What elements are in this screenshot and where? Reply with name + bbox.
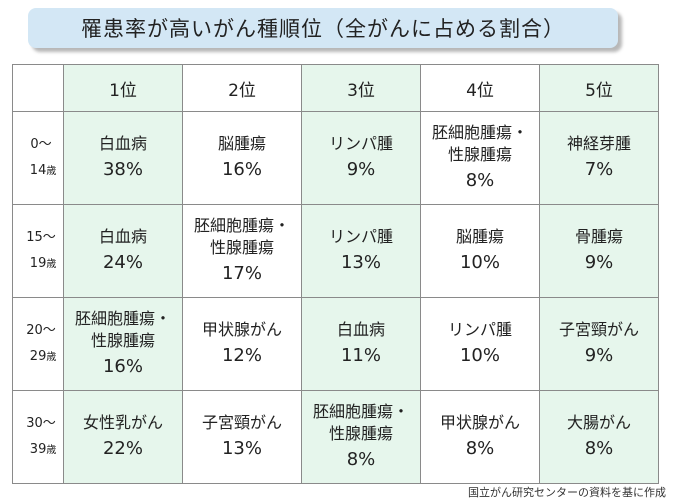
table-cell: 女性乳がん 22%	[63, 390, 183, 484]
age-to: 19	[29, 255, 47, 271]
cancer-name: 甲状腺がん	[201, 320, 282, 339]
age-from: 20～	[26, 322, 56, 338]
table-cell: 胚細胞腫瘍・ 性腺腫瘍 8%	[301, 390, 421, 484]
table-cell: 甲状腺がん 12%	[182, 297, 302, 391]
column-header-rank-5: 5位	[539, 64, 659, 112]
column-header-rank-3: 3位	[301, 64, 421, 112]
cancer-name: 甲状腺がん	[439, 413, 520, 432]
table-cell: 甲状腺がん 8%	[420, 390, 540, 484]
cancer-percentage: 8%	[465, 438, 495, 459]
age-unit: 歳	[46, 165, 57, 177]
cancer-percentage: 12%	[221, 345, 262, 366]
table-row: 20～ 29歳 胚細胞腫瘍・ 性腺腫瘍 16% 甲状腺がん 12% 白血病 11% リ…	[12, 297, 659, 391]
cancer-name: 白血病	[98, 134, 147, 153]
ranking-table: 1位 2位 3位 4位 5位 0～ 14歳 白血病 38% 脳腫瘍 16% リンパ腫…	[12, 64, 659, 484]
table-cell: 白血病 24%	[63, 204, 183, 298]
cancer-name: 神経芽腫	[566, 134, 631, 153]
cancer-percentage: 38%	[102, 159, 143, 180]
column-header-rank-1: 1位	[63, 64, 183, 112]
table-cell: 脳腫瘍 10%	[420, 204, 540, 298]
table-cell: 大腸がん 8%	[539, 390, 659, 484]
cancer-percentage: 16%	[102, 356, 143, 377]
cancer-name: 胚細胞腫瘍・ 性腺腫瘍	[193, 216, 290, 257]
cancer-name: 胚細胞腫瘍・ 性腺腫瘍	[312, 402, 409, 443]
cancer-percentage: 8%	[346, 449, 376, 470]
cancer-name: 子宮頸がん	[558, 320, 639, 339]
cancer-percentage: 24%	[102, 252, 143, 273]
table-cell: 神経芽腫 7%	[539, 111, 659, 205]
cancer-percentage: 8%	[584, 438, 614, 459]
cancer-percentage: 8%	[465, 170, 495, 191]
age-from: 30～	[26, 415, 56, 431]
cancer-percentage: 11%	[340, 345, 381, 366]
cancer-percentage: 16%	[221, 159, 262, 180]
age-group-cell: 15～ 19歳	[12, 204, 64, 298]
cancer-percentage: 7%	[584, 159, 614, 180]
age-group-cell: 30～ 39歳	[12, 390, 64, 484]
cancer-percentage: 9%	[584, 252, 614, 273]
table-cell: 白血病 38%	[63, 111, 183, 205]
age-unit: 歳	[46, 351, 57, 363]
header-row: 1位 2位 3位 4位 5位	[12, 64, 659, 112]
cancer-percentage: 13%	[340, 252, 381, 273]
table-cell: 脳腫瘍 16%	[182, 111, 302, 205]
cancer-name: リンパ腫	[328, 227, 393, 246]
cancer-name: 骨腫瘍	[574, 227, 623, 246]
title-banner: 罹患率が高いがん種順位（全がんに占める割合）	[28, 8, 618, 48]
cancer-name: 子宮頸がん	[201, 413, 282, 432]
cancer-name: 白血病	[336, 320, 385, 339]
table-cell: 子宮頸がん 13%	[182, 390, 302, 484]
cancer-percentage: 22%	[102, 438, 143, 459]
cancer-name: 胚細胞腫瘍・ 性腺腫瘍	[74, 309, 171, 350]
source-note: 国立がん研究センターの資料を基に作成	[468, 486, 666, 499]
age-to: 14	[29, 162, 47, 178]
table-row: 30～ 39歳 女性乳がん 22% 子宮頸がん 13% 胚細胞腫瘍・ 性腺腫瘍 8% …	[12, 390, 659, 484]
corner-cell	[12, 64, 64, 112]
cancer-percentage: 13%	[221, 438, 262, 459]
age-group-cell: 20～ 29歳	[12, 297, 64, 391]
age-from: 0～	[30, 136, 52, 152]
cancer-name: 大腸がん	[566, 413, 631, 432]
table-cell: 子宮頸がん 9%	[539, 297, 659, 391]
age-group-cell: 0～ 14歳	[12, 111, 64, 205]
age-unit: 歳	[46, 444, 57, 456]
table-cell: リンパ腫 9%	[301, 111, 421, 205]
table-cell: リンパ腫 13%	[301, 204, 421, 298]
table-row: 0～ 14歳 白血病 38% 脳腫瘍 16% リンパ腫 9% 胚細胞腫瘍・ 性腺腫瘍 8…	[12, 111, 659, 205]
table-cell: 白血病 11%	[301, 297, 421, 391]
cancer-name: 脳腫瘍	[455, 227, 504, 246]
cancer-name: リンパ腫	[447, 320, 512, 339]
page-title: 罹患率が高いがん種順位（全がんに占める割合）	[81, 17, 565, 41]
cancer-name: リンパ腫	[328, 134, 393, 153]
cancer-percentage: 9%	[346, 159, 376, 180]
age-to: 29	[29, 348, 47, 364]
table-cell: 胚細胞腫瘍・ 性腺腫瘍 16%	[63, 297, 183, 391]
table-cell: 骨腫瘍 9%	[539, 204, 659, 298]
cancer-percentage: 10%	[459, 345, 500, 366]
age-from: 15～	[26, 229, 56, 245]
cancer-percentage: 17%	[221, 263, 262, 284]
cancer-name: 白血病	[98, 227, 147, 246]
table-cell: 胚細胞腫瘍・ 性腺腫瘍 8%	[420, 111, 540, 205]
cancer-name: 女性乳がん	[82, 413, 163, 432]
cancer-name: 胚細胞腫瘍・ 性腺腫瘍	[431, 123, 528, 164]
table-cell: 胚細胞腫瘍・ 性腺腫瘍 17%	[182, 204, 302, 298]
cancer-percentage: 10%	[459, 252, 500, 273]
column-header-rank-4: 4位	[420, 64, 540, 112]
column-header-rank-2: 2位	[182, 64, 302, 112]
table-cell: リンパ腫 10%	[420, 297, 540, 391]
age-to: 39	[29, 441, 47, 457]
table-row: 15～ 19歳 白血病 24% 胚細胞腫瘍・ 性腺腫瘍 17% リンパ腫 13% 脳腫…	[12, 204, 659, 298]
cancer-percentage: 9%	[584, 345, 614, 366]
age-unit: 歳	[46, 258, 57, 270]
cancer-name: 脳腫瘍	[217, 134, 266, 153]
